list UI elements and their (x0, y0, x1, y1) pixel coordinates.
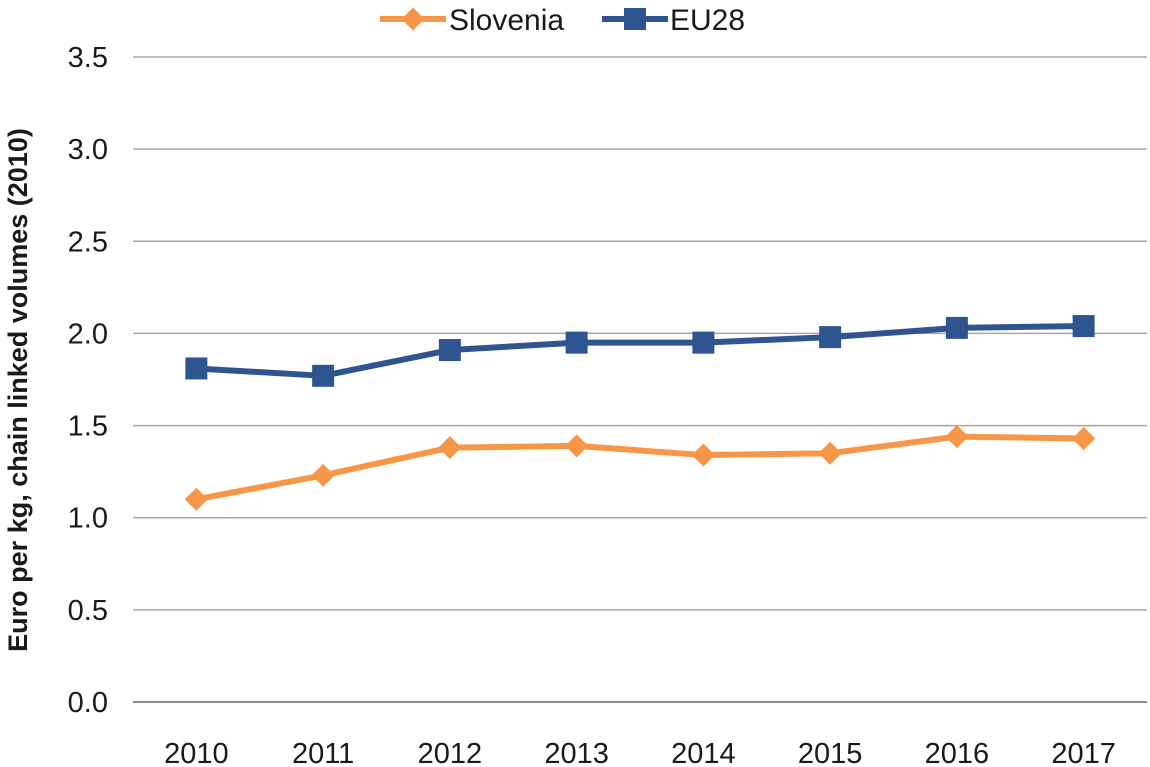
eu28-point (945, 316, 968, 339)
series-slovenia (184, 425, 1096, 511)
x-tick-label: 2014 (671, 738, 736, 767)
slovenia-point (311, 463, 335, 487)
x-tick-label: 2010 (164, 738, 229, 767)
legend-label: EU28 (670, 4, 745, 37)
y-axis-label: Euro per kg, chain linked volumes (2010) (3, 128, 33, 652)
x-tick-label: 2015 (798, 738, 863, 767)
x-tick-label: 2017 (1051, 738, 1116, 767)
slovenia-line (193, 433, 1087, 503)
y-tick-label: 0.0 (68, 687, 108, 719)
y-tick-label: 1.5 (68, 411, 108, 443)
eu28-point (1072, 315, 1095, 338)
legend-label: Slovenia (449, 4, 564, 37)
x-tick-label: 2011 (292, 738, 354, 767)
x-tick-label: 2013 (544, 738, 609, 767)
legend: Slovenia EU28 (380, 4, 745, 37)
eu28-point (819, 326, 842, 349)
y-tick-label: 3.0 (68, 134, 108, 166)
y-tick-label: 1.0 (68, 503, 108, 535)
eu28-point (565, 331, 588, 354)
legend-item-slovenia: Slovenia (380, 4, 564, 37)
eu28-point (312, 364, 335, 387)
eu28-point (185, 357, 208, 380)
slovenia-point (184, 487, 208, 511)
eu28-point (692, 331, 715, 354)
x-tick-label: 2016 (925, 738, 990, 767)
y-tick-label: 2.0 (68, 318, 108, 350)
slovenia-point (818, 441, 842, 465)
slovenia-point (565, 434, 589, 458)
series-group (184, 315, 1096, 511)
eu28-line (193, 323, 1087, 379)
legend-item-eu28: EU28 (602, 4, 745, 37)
y-axis-ticks: 0.0 0.5 1.0 1.5 2.0 2.5 3.0 3.5 (68, 42, 108, 719)
y-tick-label: 3.5 (68, 42, 108, 74)
y-tick-label: 0.5 (68, 595, 108, 627)
x-tick-label: 2012 (418, 738, 483, 767)
y-tick-label: 2.5 (68, 226, 108, 258)
legend-swatch-marker (624, 8, 646, 30)
slovenia-point (1072, 426, 1096, 450)
slovenia-point (945, 425, 969, 449)
series-eu28 (185, 315, 1095, 387)
eu28-point (438, 339, 461, 362)
slovenia-point (691, 443, 715, 467)
slovenia-point (438, 436, 462, 460)
legend-swatch-marker (401, 7, 425, 31)
gridlines (133, 56, 1147, 703)
x-axis-ticks: 2010 2011 2012 2013 2014 2015 2016 2017 (164, 738, 1116, 767)
